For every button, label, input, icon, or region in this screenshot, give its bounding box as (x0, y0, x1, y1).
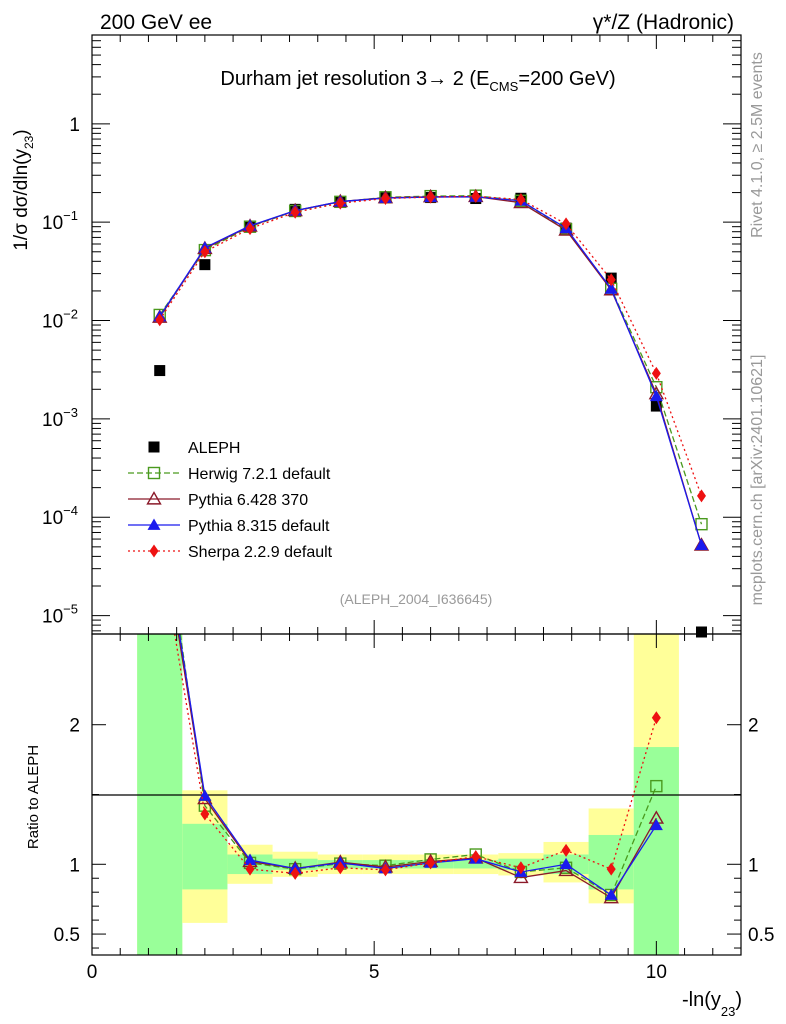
stat-uncertainty-band (182, 823, 228, 890)
ratio-point (516, 861, 526, 875)
header-right: γ*/Z (Hadronic) (593, 11, 734, 34)
ratio-point (561, 843, 571, 857)
ratio-y-tick-label: 2 (69, 716, 80, 737)
ratio-line-2 (177, 633, 657, 899)
ratio-point (559, 857, 573, 870)
data-point (694, 538, 708, 551)
legend-marker (149, 544, 159, 558)
y-tick-label: 10−1 (42, 208, 78, 234)
data-point (155, 313, 165, 327)
legend-label: Herwig 7.2.1 default (188, 466, 331, 483)
legend-marker (146, 491, 162, 505)
ratio-line-3 (178, 633, 657, 896)
legend-label: ALEPH (188, 440, 240, 457)
ratio-point (380, 863, 390, 877)
ratio-point (606, 862, 616, 876)
y-tick-label: 10−2 (42, 307, 78, 333)
y-axis-label: 1/σ dσ/dln(y23) (11, 129, 36, 250)
ratio-y-tick-label: 1 (69, 855, 80, 876)
data-point (650, 400, 662, 412)
data-point (290, 205, 300, 219)
ratio-y-tick-label: 0.5 (54, 925, 80, 946)
data-point (561, 217, 571, 231)
legend: ALEPH Herwig 7.2.1 default Pythia 6.428 37… (128, 440, 333, 561)
rivet-version-text: Rivet 4.1.0, ≥ 2.5M events (749, 52, 766, 238)
axes-group: 0 5 10 1 10−1 10−2 10−3 10−4 10−5 0.5 0.5 1 1 2 2 (42, 34, 774, 983)
ratio-point (558, 862, 574, 877)
data-point (651, 366, 661, 380)
ratio-point (650, 779, 663, 793)
data-point (695, 517, 708, 531)
data-point (604, 282, 618, 294)
ratio-point (471, 850, 481, 864)
ratio-point (335, 861, 345, 875)
y-tick-label: 10−4 (42, 503, 78, 529)
data-point (200, 245, 210, 259)
legend-marker (148, 441, 160, 453)
legend-label: Sherpa 2.2.9 default (188, 544, 333, 561)
x-tick-label: 0 (87, 962, 98, 983)
stat-uncertainty-band (633, 747, 679, 955)
analysis-watermark: (ALEPH_2004_I636645) (340, 591, 493, 607)
legend-marker (147, 466, 161, 480)
main-series-group (152, 188, 710, 638)
data-point (471, 189, 481, 203)
legend-label: Pythia 6.428 370 (188, 492, 308, 509)
data-point (199, 259, 211, 271)
ratio-point (290, 866, 300, 880)
ratio-y-tick-label-right: 1 (748, 855, 759, 876)
x-tick-label: 10 (646, 962, 667, 983)
ratio-point (200, 807, 210, 821)
ratio-point (651, 711, 661, 725)
ratio-series-group (174, 633, 665, 904)
y-tick-label: 1 (69, 115, 80, 136)
ratio-point (245, 862, 255, 876)
x-tick-label: 5 (369, 962, 380, 983)
ratio-y-tick-label-right: 0.5 (748, 925, 774, 946)
y-tick-label: 10−3 (42, 405, 78, 431)
ratio-line-1 (179, 633, 657, 896)
ratio-point (649, 818, 663, 831)
x-axis-label: -ln(y23) (682, 989, 742, 1019)
data-point (516, 193, 526, 207)
stat-uncertainty-band (588, 834, 634, 890)
stat-uncertainty-band (453, 860, 499, 869)
data-point (245, 222, 255, 236)
ratio-y-tick-label-right: 2 (748, 716, 759, 737)
data-point (695, 626, 707, 638)
ratio-y-axis-label: Ratio to ALEPH (25, 745, 42, 849)
legend-marker (147, 518, 161, 530)
data-point (649, 389, 663, 402)
ratio-point (426, 856, 436, 870)
data-point (606, 273, 616, 287)
data-point (426, 190, 436, 204)
header-left: 200 GeV ee (100, 11, 212, 34)
mcplots-text: mcplots.cern.ch [arXiv:2401.10621] (749, 355, 766, 606)
data-point (696, 489, 706, 503)
data-point (154, 365, 166, 377)
ratio-point (243, 853, 257, 865)
ratio-point (604, 888, 618, 900)
y-tick-label: 10−5 (42, 602, 78, 628)
data-point (380, 192, 390, 206)
data-point (335, 196, 345, 210)
ratio-line-4 (174, 633, 657, 875)
legend-label: Pythia 8.315 default (188, 518, 330, 535)
plot-title: Durham jet resolution 3→ 2 (ECMS=200 GeV… (220, 68, 615, 94)
